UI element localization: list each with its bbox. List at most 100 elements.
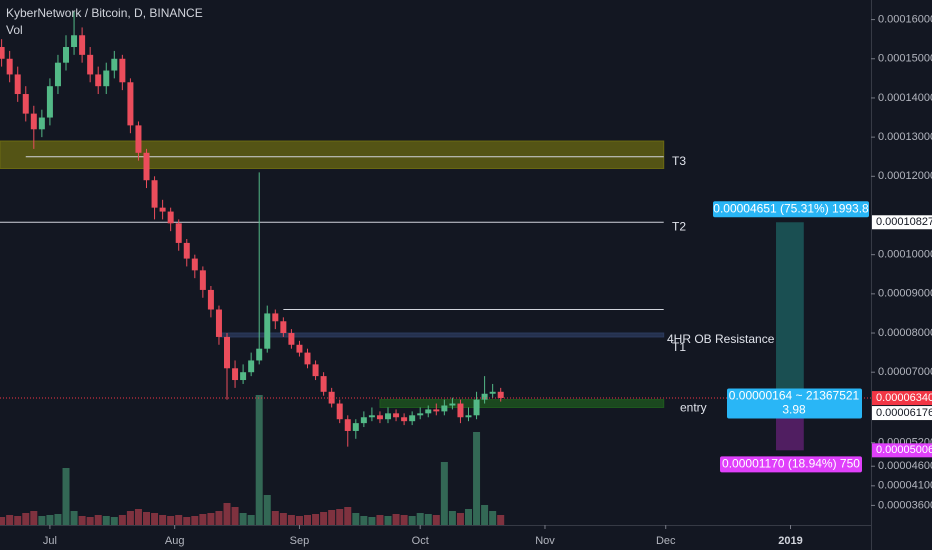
candle-body (95, 74, 102, 87)
candle-body (288, 333, 295, 345)
candle-body (336, 403, 343, 420)
volume-bar (0, 517, 6, 525)
volume-bar (456, 513, 464, 525)
volume-bar (207, 513, 215, 525)
volume-bar (110, 517, 118, 525)
candle-body (87, 54, 94, 75)
candle-body (272, 313, 279, 322)
candle-body (360, 417, 367, 424)
x-tick-label: Dec (656, 535, 676, 547)
volume-label: Vol (6, 23, 23, 37)
candle-body (103, 70, 110, 87)
level-label: 4HR OB Resistance (667, 332, 775, 346)
candle-body (207, 289, 214, 310)
candle-body (224, 336, 231, 369)
volume-bar (304, 515, 312, 525)
volume-bar (287, 515, 295, 525)
volume-bar (432, 515, 440, 525)
candle-body (296, 344, 303, 353)
candle-body (159, 207, 166, 212)
volume-bar (352, 513, 360, 525)
candle-body (465, 415, 472, 418)
x-tick-label: Nov (535, 535, 555, 547)
volume-bar (263, 495, 271, 525)
y-tick-label: 0.00010000 (878, 249, 932, 261)
candle-body (54, 62, 61, 87)
candle-body (215, 309, 222, 337)
level-label: T3 (672, 154, 686, 168)
y-tick-label: 0.00008000 (878, 327, 932, 339)
volume-bar (215, 511, 223, 525)
candle-body (240, 372, 247, 381)
volume-bar (126, 511, 134, 525)
volume-bar (167, 516, 175, 525)
volume-bar (320, 512, 328, 525)
volume-bar (247, 515, 255, 525)
candle-body (248, 360, 255, 373)
volume-bar (271, 511, 279, 525)
volume-bar (175, 515, 183, 525)
candle-body (441, 405, 448, 412)
candle-body (256, 348, 263, 361)
candle-body (417, 413, 424, 416)
candle-body (368, 415, 375, 418)
candle-body (167, 211, 174, 224)
volume-bar (223, 503, 231, 525)
candle-body (393, 413, 400, 418)
volume-bar (143, 512, 151, 525)
candle-body (473, 399, 480, 416)
entry-label-box (727, 388, 862, 419)
candle-body (481, 393, 488, 400)
candle-body (232, 368, 239, 381)
volume-bar (400, 515, 408, 525)
entry-label: 3.98 (782, 403, 806, 417)
volume-bar (279, 513, 287, 525)
price-tag-label: 0.00005006 (876, 444, 932, 456)
level-label: entry (680, 401, 707, 415)
volume-bar (199, 514, 207, 525)
volume-bar (86, 517, 94, 525)
y-tick-label: 0.00009000 (878, 288, 932, 300)
volume-bar (134, 509, 142, 525)
candle-body (38, 117, 45, 130)
volume-bar (384, 516, 392, 525)
volume-bar (151, 513, 159, 525)
candle-body (30, 113, 37, 130)
zone (0, 140, 665, 169)
price-tag-label: 0.00006176 (876, 407, 932, 419)
y-tick-label: 0.00015000 (878, 53, 932, 65)
volume-bar (239, 513, 247, 525)
volume-bar (424, 514, 432, 525)
candle-body (111, 58, 118, 71)
candle-body (425, 409, 432, 414)
y-tick-label: 0.00004100 (878, 480, 932, 492)
y-tick-label: 0.00004600 (878, 460, 932, 472)
candle-body (191, 258, 198, 271)
price-tag-label: 0.00010827 (876, 216, 932, 228)
candle-body (344, 419, 351, 431)
volume-bar (78, 516, 86, 525)
candle-body (79, 35, 86, 55)
volume-bar (392, 514, 400, 525)
volume-bar (54, 514, 62, 525)
price-tag (872, 391, 932, 406)
price-tag (872, 406, 932, 421)
volume-bar (295, 516, 303, 525)
y-tick-label: 0.00003600 (878, 499, 932, 511)
x-tick-label: Sep (290, 535, 310, 547)
candle-body (401, 417, 408, 422)
stop-label-box (720, 456, 862, 473)
price-tag (872, 443, 932, 458)
volume-bar (336, 509, 344, 525)
volume-bar (344, 507, 352, 525)
candle-body (127, 82, 134, 126)
price-tag-label: 0.00006340 (876, 392, 932, 404)
x-tick-label: Oct (412, 535, 429, 547)
volume-bar (416, 513, 424, 525)
candle-body (14, 74, 21, 95)
candle-body (385, 413, 392, 420)
volume-bar (6, 515, 14, 525)
volume-bar (440, 462, 448, 525)
level-label: T1 (672, 340, 686, 354)
